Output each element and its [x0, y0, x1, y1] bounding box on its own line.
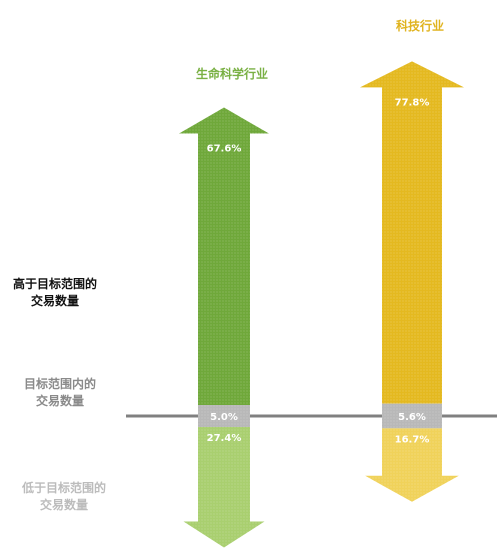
arrow-down-texture-tech	[365, 428, 459, 502]
value-label-within-life-sciences: 5.0%	[210, 412, 238, 423]
value-label-below-life-sciences: 27.4%	[207, 433, 242, 444]
sector-title-tech: 科技行业	[395, 19, 444, 33]
arrow-up-texture-life-sciences	[179, 107, 269, 405]
row-label-below-line-2: 交易数量	[39, 498, 88, 512]
row-label-within: 目标范围内的 交易数量	[0, 376, 120, 410]
row-label-below-line-1: 低于目标范围的	[21, 481, 106, 495]
value-label-above-life-sciences: 67.6%	[207, 144, 242, 155]
arrow-up-texture-tech	[360, 61, 464, 404]
row-label-within-line-2: 交易数量	[35, 394, 84, 408]
value-label-above-tech: 77.8%	[395, 97, 430, 108]
within-texture-tech	[382, 403, 442, 429]
value-label-below-tech: 16.7%	[395, 434, 430, 445]
value-label-within-tech: 5.6%	[398, 412, 426, 423]
arrow-down-texture-life-sciences	[183, 427, 265, 548]
row-label-above: 高于目标范围的 交易数量	[0, 276, 115, 310]
row-label-above-line-2: 交易数量	[30, 294, 79, 308]
within-texture-life-sciences	[198, 405, 250, 427]
row-label-within-line-1: 目标范围内的	[23, 377, 96, 391]
row-label-above-line-1: 高于目标范围的	[12, 277, 97, 291]
row-label-below: 低于目标范围的 交易数量	[4, 480, 124, 514]
sector-title-life-sciences: 生命科学行业	[195, 67, 268, 81]
